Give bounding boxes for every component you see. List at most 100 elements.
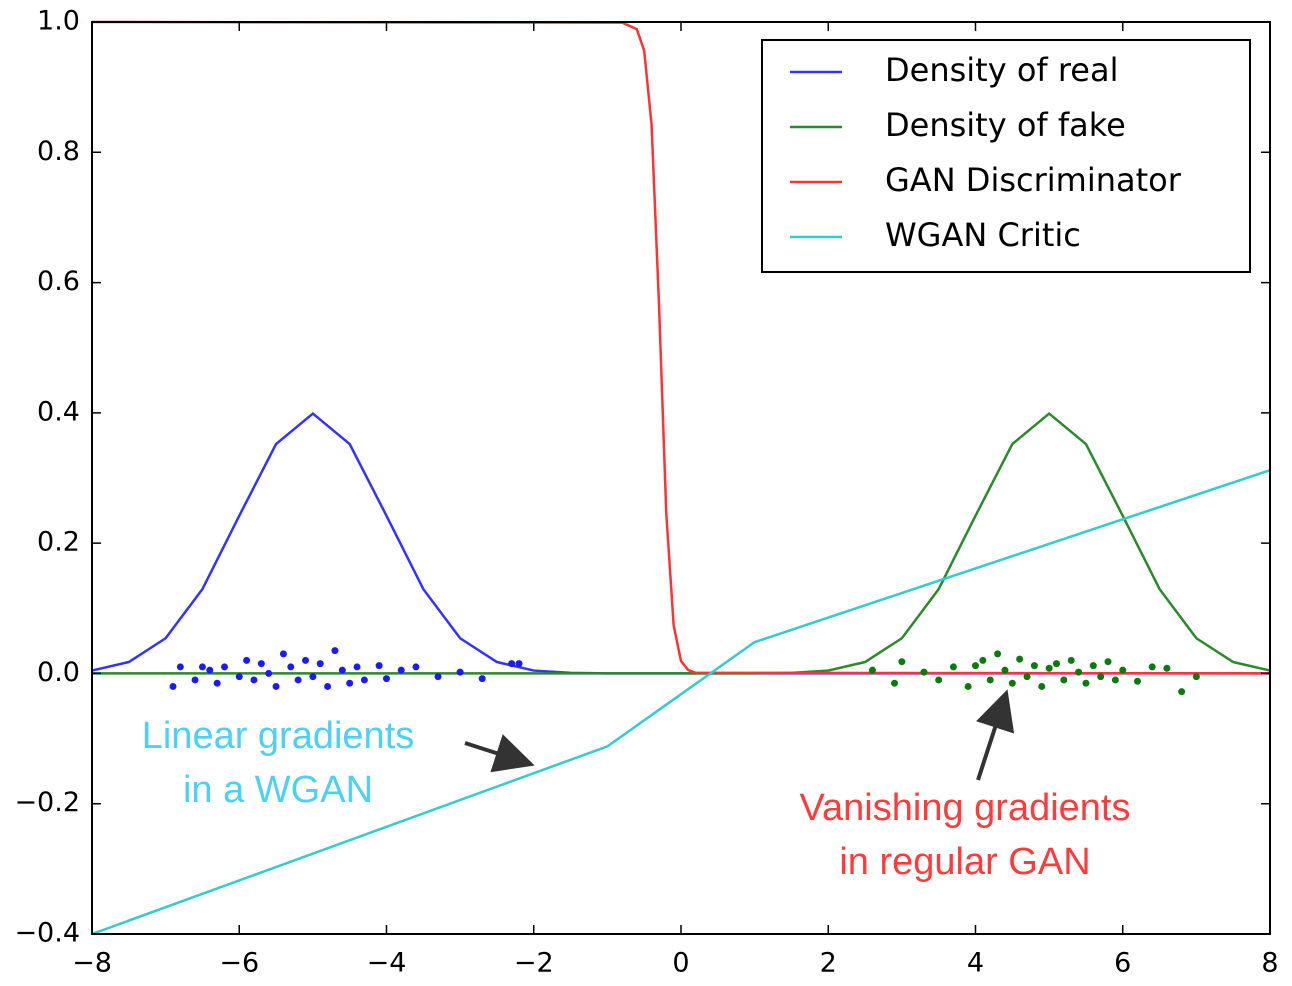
point [221, 663, 229, 671]
point [191, 676, 199, 684]
point [213, 679, 221, 687]
point [972, 662, 979, 670]
y-tick-label: 0.6 [37, 266, 80, 297]
point [920, 668, 928, 676]
line [92, 411, 1271, 675]
y-tick-label: 0.8 [37, 136, 80, 167]
point [257, 660, 265, 668]
point [265, 669, 273, 677]
legend-label: Density of fake [885, 106, 1126, 144]
point [235, 673, 243, 681]
point [1067, 656, 1075, 664]
point [1163, 664, 1171, 672]
point [302, 656, 310, 664]
x-tick-label: −2 [514, 948, 554, 979]
point [309, 673, 317, 681]
point [360, 676, 368, 684]
point [1008, 679, 1016, 687]
y-tick-label: −0.4 [14, 918, 80, 949]
annotation: in a WGAN [183, 769, 373, 811]
x-tick-label: 0 [672, 948, 689, 979]
point [1038, 682, 1046, 690]
point [1052, 660, 1060, 668]
point [324, 682, 332, 690]
point [294, 676, 302, 684]
point [1192, 673, 1200, 681]
point [1030, 662, 1038, 670]
point [478, 675, 486, 683]
point [272, 682, 280, 690]
point [198, 663, 206, 671]
point [935, 676, 943, 684]
point [994, 650, 1002, 658]
point [1178, 688, 1186, 696]
line [91, 468, 1271, 936]
point [1082, 679, 1090, 687]
x-tick-label: 8 [1261, 948, 1278, 979]
point [397, 666, 405, 674]
point [434, 673, 442, 681]
point [250, 676, 258, 684]
point [412, 663, 420, 671]
legend-label: WGAN Critic [885, 216, 1081, 254]
line [91, 20, 1271, 675]
point [1016, 655, 1024, 663]
point [243, 656, 251, 664]
point [1045, 664, 1053, 672]
point [508, 660, 516, 668]
point [375, 662, 383, 670]
point [891, 679, 899, 687]
x-tick-label: 4 [967, 948, 984, 979]
point [898, 658, 906, 666]
point [1089, 662, 1097, 670]
point [383, 675, 390, 683]
y-tick-label: 0.0 [37, 657, 80, 688]
point [949, 663, 957, 671]
point [206, 666, 214, 674]
point [331, 647, 339, 655]
arrow [976, 689, 1015, 781]
point [964, 682, 972, 690]
annotation: Vanishing gradients [800, 787, 1131, 829]
point [353, 663, 361, 671]
point [338, 666, 346, 674]
y-tick-label: 1.0 [37, 6, 80, 37]
arrow [464, 734, 535, 773]
point [287, 663, 295, 671]
point [979, 656, 987, 664]
x-tick-label: −8 [72, 948, 112, 979]
point [1133, 677, 1141, 685]
x-tick-label: −4 [367, 948, 407, 979]
legend-label: Density of real [885, 51, 1118, 89]
point [316, 660, 324, 668]
point [176, 663, 184, 671]
legend-box [761, 39, 1251, 273]
x-tick-label: −6 [219, 948, 259, 979]
point [1104, 658, 1112, 666]
point [1097, 673, 1105, 681]
x-tick-label: 2 [820, 948, 837, 979]
point [1060, 676, 1068, 684]
point [1075, 668, 1083, 676]
y-tick-label: 0.4 [37, 396, 80, 427]
legend: Density of real Density of fake GAN Discri… [761, 39, 1251, 273]
annotation: Linear gradients [142, 715, 415, 757]
y-tick-label: −0.2 [14, 787, 80, 818]
point [868, 666, 876, 674]
y-tick-label: 0.2 [37, 527, 80, 558]
point [1111, 676, 1119, 684]
point [1119, 666, 1127, 674]
line [91, 411, 1270, 675]
point [515, 660, 523, 668]
x-tick-label: 6 [1114, 948, 1131, 979]
point [1148, 663, 1156, 671]
point [986, 676, 994, 684]
point [169, 682, 177, 690]
point [279, 650, 287, 658]
point [1023, 673, 1031, 681]
point [1001, 666, 1009, 674]
annotation: in regular GAN [839, 841, 1090, 883]
point [346, 679, 354, 687]
point [456, 668, 464, 676]
